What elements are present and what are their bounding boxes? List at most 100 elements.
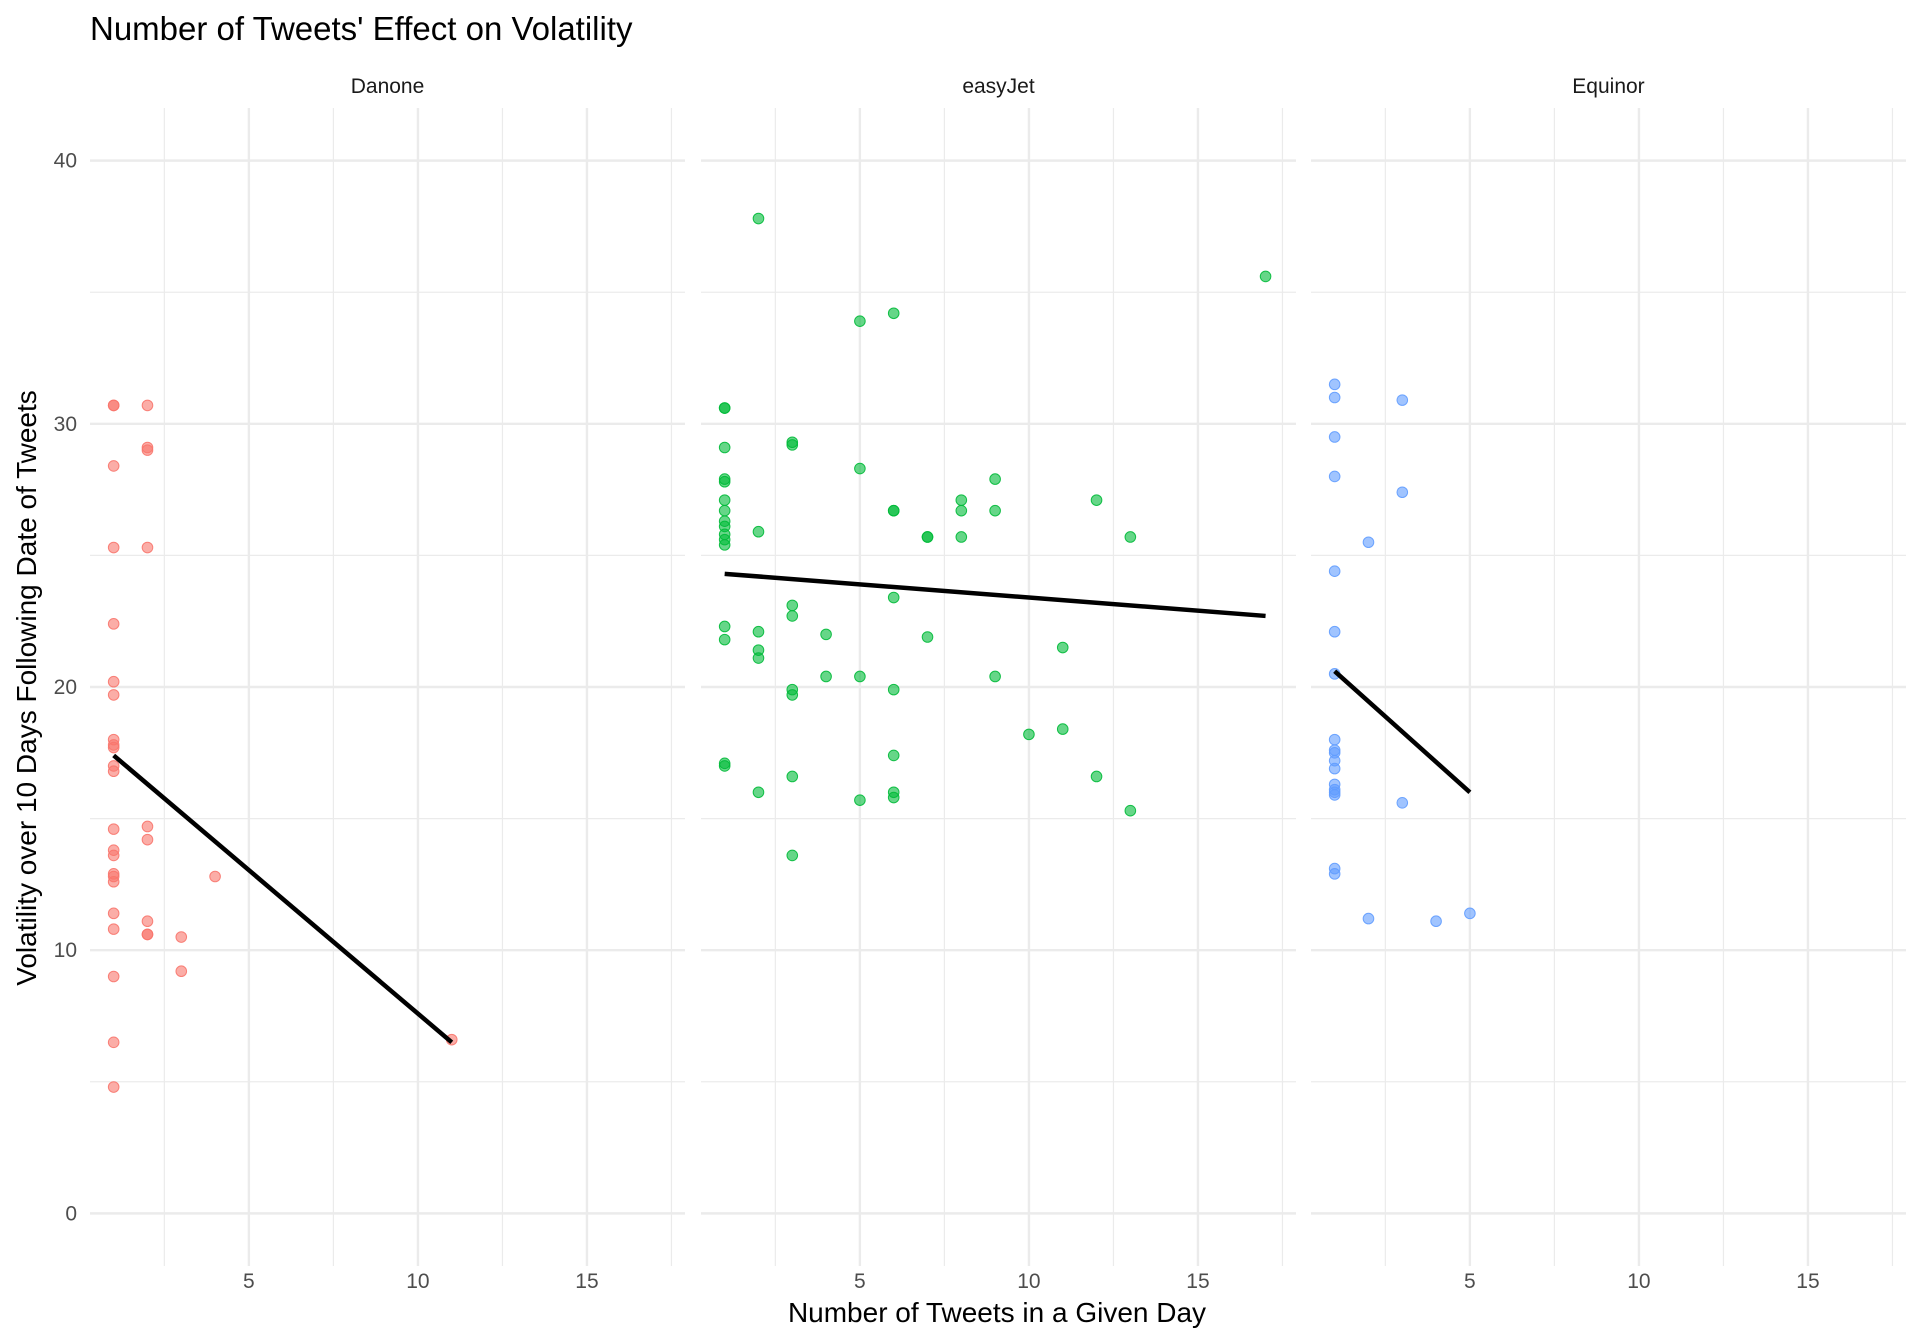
panels-layer: Danone 5 10 15 easyJet 5 10 15 Equinor 5 10 15 0 10 20…	[54, 75, 1906, 1293]
x-tick-label: 5	[243, 1270, 255, 1293]
data-point	[887, 749, 900, 762]
data-point	[1396, 394, 1409, 406]
data-point	[107, 460, 120, 472]
data-point	[854, 462, 866, 475]
trend-line	[724, 571, 1266, 619]
data-point	[107, 875, 120, 888]
data-point	[989, 670, 1001, 683]
y-tick-label: 40	[54, 150, 77, 173]
data-point	[141, 444, 154, 456]
data-point	[1362, 912, 1375, 925]
data-point	[175, 931, 188, 943]
data-point	[107, 849, 120, 862]
x-tick-label: 15	[1186, 1270, 1209, 1293]
data-point	[1090, 494, 1103, 506]
data-point	[1328, 789, 1341, 801]
data-point	[786, 599, 799, 612]
data-point	[752, 212, 765, 225]
data-point	[107, 1081, 120, 1093]
x-tick-label: 5	[1464, 1270, 1476, 1293]
data-point	[175, 965, 188, 978]
data-point	[1328, 868, 1341, 880]
data-point	[921, 631, 934, 643]
data-point	[107, 675, 120, 688]
data-point	[718, 494, 731, 506]
data-point	[1328, 391, 1341, 404]
data-point	[989, 473, 1001, 485]
data-point	[1328, 565, 1341, 578]
data-point	[820, 628, 832, 641]
panel-easyjet: easyJet 5 10 15	[701, 75, 1296, 1293]
data-point	[141, 820, 154, 833]
y-tick-label: 30	[54, 413, 77, 436]
data-point	[921, 531, 934, 543]
y-axis-title: Volatility over 10 Days Following Date o…	[11, 390, 42, 986]
data-point	[1259, 270, 1272, 283]
data-point	[854, 315, 866, 327]
x-tick-label: 10	[1627, 1270, 1650, 1293]
data-point	[141, 541, 154, 554]
data-point	[1090, 770, 1103, 783]
data-point	[854, 670, 866, 683]
data-point	[718, 760, 731, 772]
data-point	[1464, 907, 1476, 920]
data-point	[854, 794, 866, 806]
data-point	[1124, 804, 1137, 817]
data-point	[955, 504, 968, 517]
data-point	[718, 539, 731, 551]
facet-label: Danone	[351, 75, 425, 98]
data-point	[107, 741, 120, 754]
data-point	[107, 399, 120, 412]
data-point	[955, 494, 968, 506]
data-point	[107, 689, 120, 701]
data-point	[107, 541, 120, 554]
facet-label: easyJet	[962, 75, 1035, 98]
data-point	[1430, 915, 1442, 928]
data-point	[718, 441, 731, 454]
data-point	[1362, 536, 1375, 549]
x-axis-title: Number of Tweets in a Given Day	[788, 1297, 1206, 1328]
data-point	[1328, 470, 1341, 483]
data-point	[1328, 431, 1341, 443]
data-point	[141, 399, 154, 412]
x-tick-label: 10	[1017, 1270, 1040, 1293]
trend-line	[1333, 669, 1472, 794]
x-tick-label: 5	[854, 1270, 866, 1293]
data-point	[1056, 723, 1069, 735]
data-point	[141, 928, 154, 941]
panel-equinor: Equinor 5 10 15	[1311, 75, 1906, 1293]
data-point	[718, 475, 731, 488]
data-point	[107, 1036, 120, 1049]
data-point	[989, 504, 1001, 517]
data-point	[107, 765, 120, 778]
panel-danone: Danone 5 10 15	[90, 75, 685, 1293]
data-point	[786, 770, 799, 783]
y-tick-label: 10	[54, 939, 77, 962]
y-tick-label: 0	[65, 1202, 77, 1225]
data-point	[887, 307, 900, 320]
data-point	[1023, 728, 1035, 741]
data-point	[141, 833, 154, 846]
facet-label: Equinor	[1572, 75, 1644, 98]
data-point	[718, 633, 731, 646]
data-point	[718, 620, 731, 633]
data-point	[887, 504, 900, 517]
trend-line	[112, 753, 454, 1045]
data-point	[752, 652, 765, 664]
data-point	[752, 625, 765, 638]
data-point	[107, 923, 120, 935]
data-point	[1328, 762, 1341, 775]
data-point	[107, 907, 120, 920]
data-point	[1056, 641, 1069, 654]
x-tick-label: 10	[406, 1270, 429, 1293]
data-point	[1328, 625, 1341, 638]
data-point	[786, 689, 799, 701]
data-point	[718, 402, 731, 414]
data-point	[107, 618, 120, 630]
data-point	[786, 849, 799, 862]
x-tick-label: 15	[1796, 1270, 1819, 1293]
data-point	[1396, 797, 1409, 809]
data-point	[209, 870, 221, 883]
x-tick-label: 15	[575, 1270, 598, 1293]
